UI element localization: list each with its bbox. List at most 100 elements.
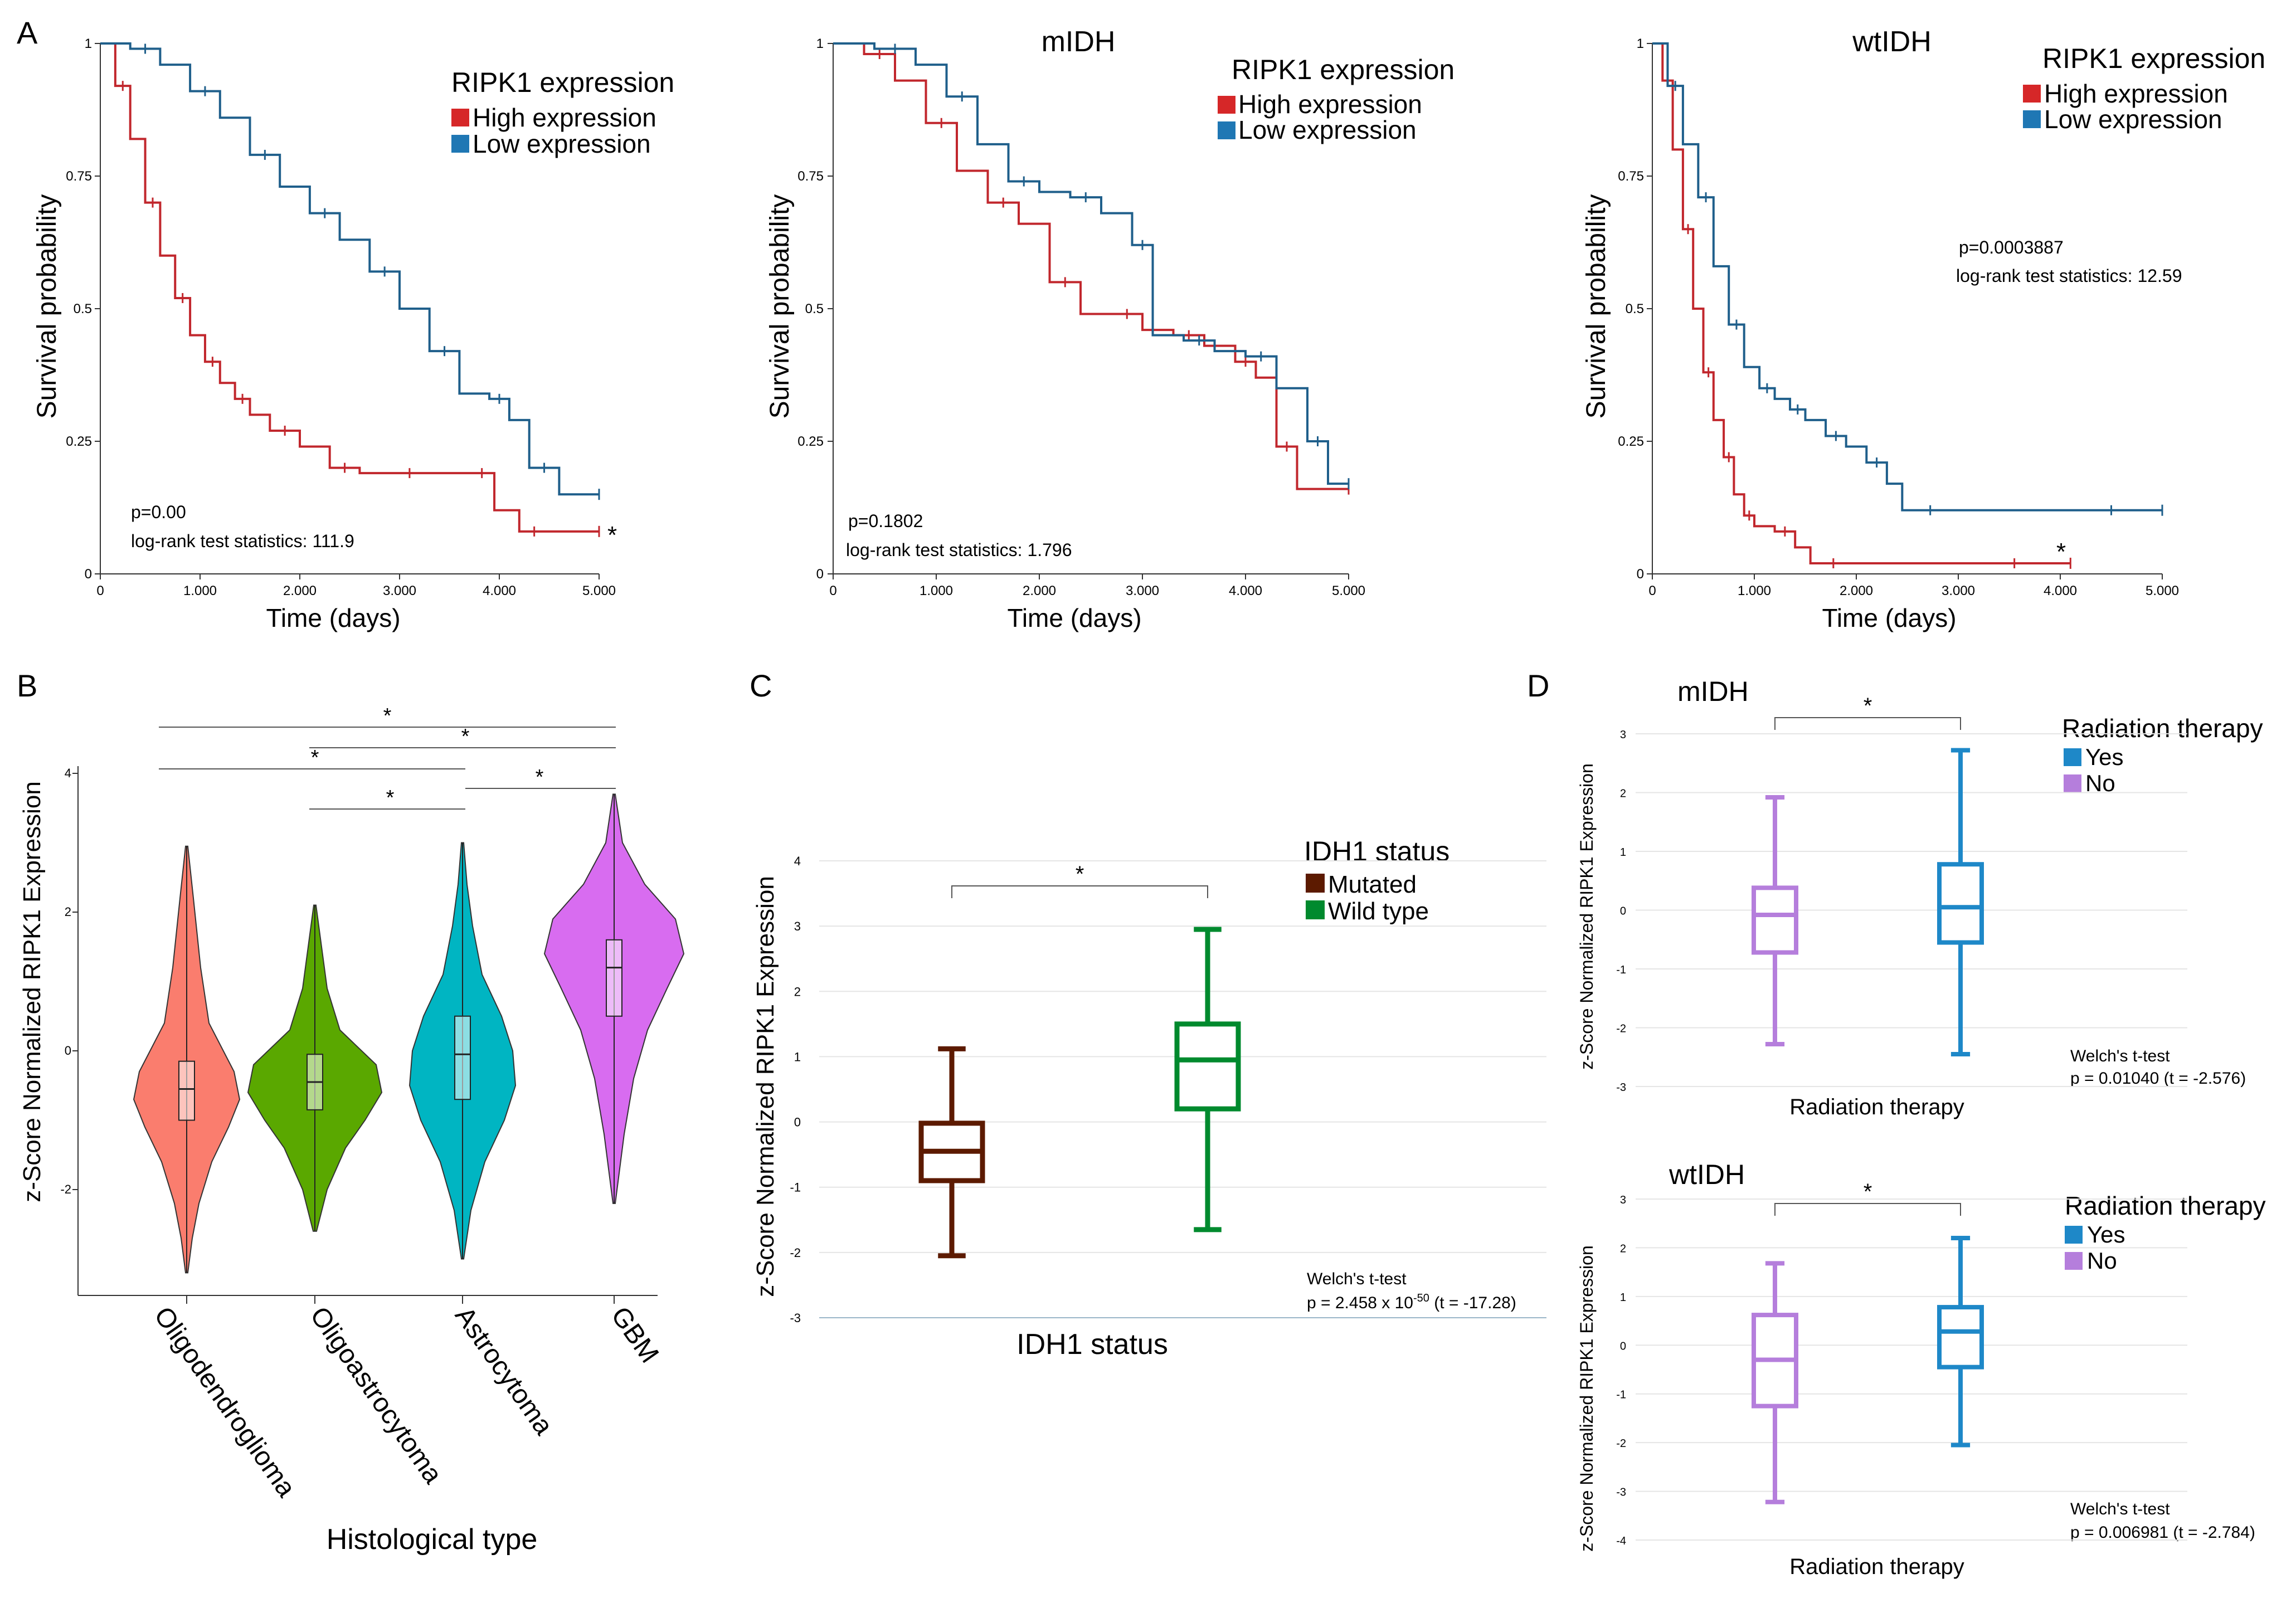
legend-swatch-low — [451, 135, 469, 153]
survival-xlabel: Time (days) — [1007, 603, 1141, 632]
legend-title: RIPK1 expression — [2042, 43, 2265, 74]
legend-label-high: High expression — [1238, 90, 1422, 119]
x-tick: 3.000 — [383, 583, 416, 598]
y-tick: 3 — [1620, 729, 1626, 741]
y-tick: 0.25 — [66, 434, 92, 449]
y-tick: 0.5 — [805, 301, 824, 316]
box-ylabel: z-Score Normalized RIPK1 Expression — [1577, 763, 1597, 1070]
survival-plot-wtidh: wtIDH Survival probability Time (days) 0… — [1582, 26, 2265, 632]
x-tick: 1.000 — [920, 583, 953, 598]
significance-bracket — [1774, 717, 1961, 730]
y-tick: 3 — [1620, 1194, 1626, 1206]
panel-label-b: B — [17, 668, 37, 703]
x-tick: 2.000 — [283, 583, 317, 598]
p-value: p=0.0003887 — [1959, 237, 2064, 257]
legend-swatch-low — [1218, 121, 1235, 139]
y-tick: 0 — [816, 567, 824, 582]
x-tick: 0 — [829, 583, 836, 598]
test-statistics: p = 2.458 x 10-50 (t = -17.28) — [1307, 1292, 1516, 1312]
y-tick: -2 — [60, 1182, 71, 1196]
legend-label-high: High expression — [473, 103, 656, 132]
test-statistics: p = 0.006981 (t = -2.784) — [2070, 1523, 2255, 1542]
significance-star: * — [1864, 694, 1872, 718]
legend-title: Radiation therapy — [2065, 1191, 2266, 1220]
y-tick: -1 — [1616, 964, 1626, 976]
violin-box — [606, 939, 622, 1017]
x-tick: 2.000 — [1023, 583, 1056, 598]
survival-xlabel: Time (days) — [1822, 603, 1956, 632]
y-tick: 0 — [85, 567, 92, 582]
legend-label-no: No — [2087, 1248, 2117, 1274]
x-tick: 0 — [1648, 583, 1656, 598]
test-p-exponent: -50 — [1413, 1292, 1429, 1304]
significance-bracket — [951, 885, 1208, 898]
legend-label-no: No — [2085, 770, 2115, 796]
p-value: p=0.00 — [131, 502, 186, 522]
y-tick: 4 — [794, 854, 801, 868]
y-tick: 1 — [1637, 36, 1644, 51]
significance-star: * — [383, 704, 392, 728]
survival-ylabel: Survival probability — [1582, 194, 1611, 419]
legend-label-mutated: Mutated — [1328, 871, 1417, 898]
logrank-statistic: log-rank test statistics: 111.9 — [131, 531, 354, 551]
x-tick: 4.000 — [1229, 583, 1262, 598]
x-tick: 3.000 — [1942, 583, 1975, 598]
violin-plot-histology: z-Score Normalized RIPK1 Expression Hist… — [18, 704, 685, 1556]
legend-title: RIPK1 expression — [1232, 54, 1455, 85]
y-tick: 0 — [1620, 1340, 1626, 1352]
y-tick: 4 — [65, 766, 71, 780]
x-tick: 5.000 — [2146, 583, 2179, 598]
legend-label-yes: Yes — [2085, 744, 2124, 770]
legend-swatch-high — [1218, 96, 1235, 114]
legend-swatch-mutated — [1306, 874, 1325, 893]
y-tick: 2 — [65, 905, 71, 919]
significance-star: * — [311, 746, 319, 769]
y-tick: 1 — [816, 36, 824, 51]
significance-star: * — [461, 725, 470, 748]
x-tick: 1.000 — [1738, 583, 1771, 598]
legend-label-yes: Yes — [2087, 1221, 2125, 1248]
box-yes — [1937, 1305, 1984, 1370]
box-wild-type — [1174, 1021, 1241, 1112]
y-tick: -4 — [1616, 1535, 1626, 1547]
box-ylabel: z-Score Normalized RIPK1 Expression — [752, 876, 779, 1297]
panel-label-a: A — [17, 15, 38, 50]
test-name: Welch's t-test — [2070, 1047, 2170, 1065]
significance-star: * — [1076, 862, 1084, 886]
x-tick: 4.000 — [2044, 583, 2077, 598]
legend-title: RIPK1 expression — [451, 67, 674, 98]
violin-xlabel: Histological type — [327, 1523, 538, 1556]
category-label-oligoastrocytoma: Oligoastrocytoma — [304, 1302, 448, 1489]
plot-title: mIDH — [1042, 26, 1116, 58]
violin-box — [454, 1015, 471, 1100]
x-tick: 1.000 — [183, 583, 217, 598]
violin-box — [178, 1060, 195, 1121]
category-label-oligodendroglioma: Oligodendroglioma — [148, 1302, 301, 1503]
y-tick: 2 — [1620, 1243, 1626, 1255]
box-plot-idh1: z-Score Normalized RIPK1 Expression IDH1… — [752, 836, 1546, 1361]
significance-star: * — [2056, 538, 2066, 566]
category-label-gbm: GBM — [605, 1302, 664, 1368]
legend-swatch-no — [2064, 774, 2081, 792]
box-no — [1752, 885, 1798, 955]
panel-label-d: D — [1527, 668, 1549, 703]
legend-label-wildtype: Wild type — [1328, 898, 1429, 925]
survival-ylabel: Survival probability — [32, 194, 62, 419]
survival-plot-midh: mIDH Survival probability Time (days) 0 … — [765, 26, 1455, 632]
legend-swatch-high — [451, 109, 469, 126]
low-expression-curve — [100, 42, 599, 496]
test-t-value: (t = -17.28) — [1429, 1294, 1516, 1312]
y-tick: 0 — [1620, 905, 1626, 918]
box-yes — [1937, 862, 1984, 945]
legend-label-low: Low expression — [473, 129, 651, 158]
x-tick: 3.000 — [1126, 583, 1159, 598]
significance-bracket — [1774, 1203, 1961, 1216]
y-tick: 1 — [1620, 1292, 1626, 1304]
test-p-value: p = 2.458 x 10 — [1307, 1294, 1413, 1312]
legend-label-high: High expression — [2044, 79, 2228, 108]
legend-swatch-wildtype — [1306, 900, 1325, 919]
y-tick: 1 — [85, 36, 92, 51]
test-statistics: p = 0.01040 (t = -2.576) — [2070, 1069, 2246, 1088]
violin-ylabel: z-Score Normalized RIPK1 Expression — [18, 781, 46, 1202]
